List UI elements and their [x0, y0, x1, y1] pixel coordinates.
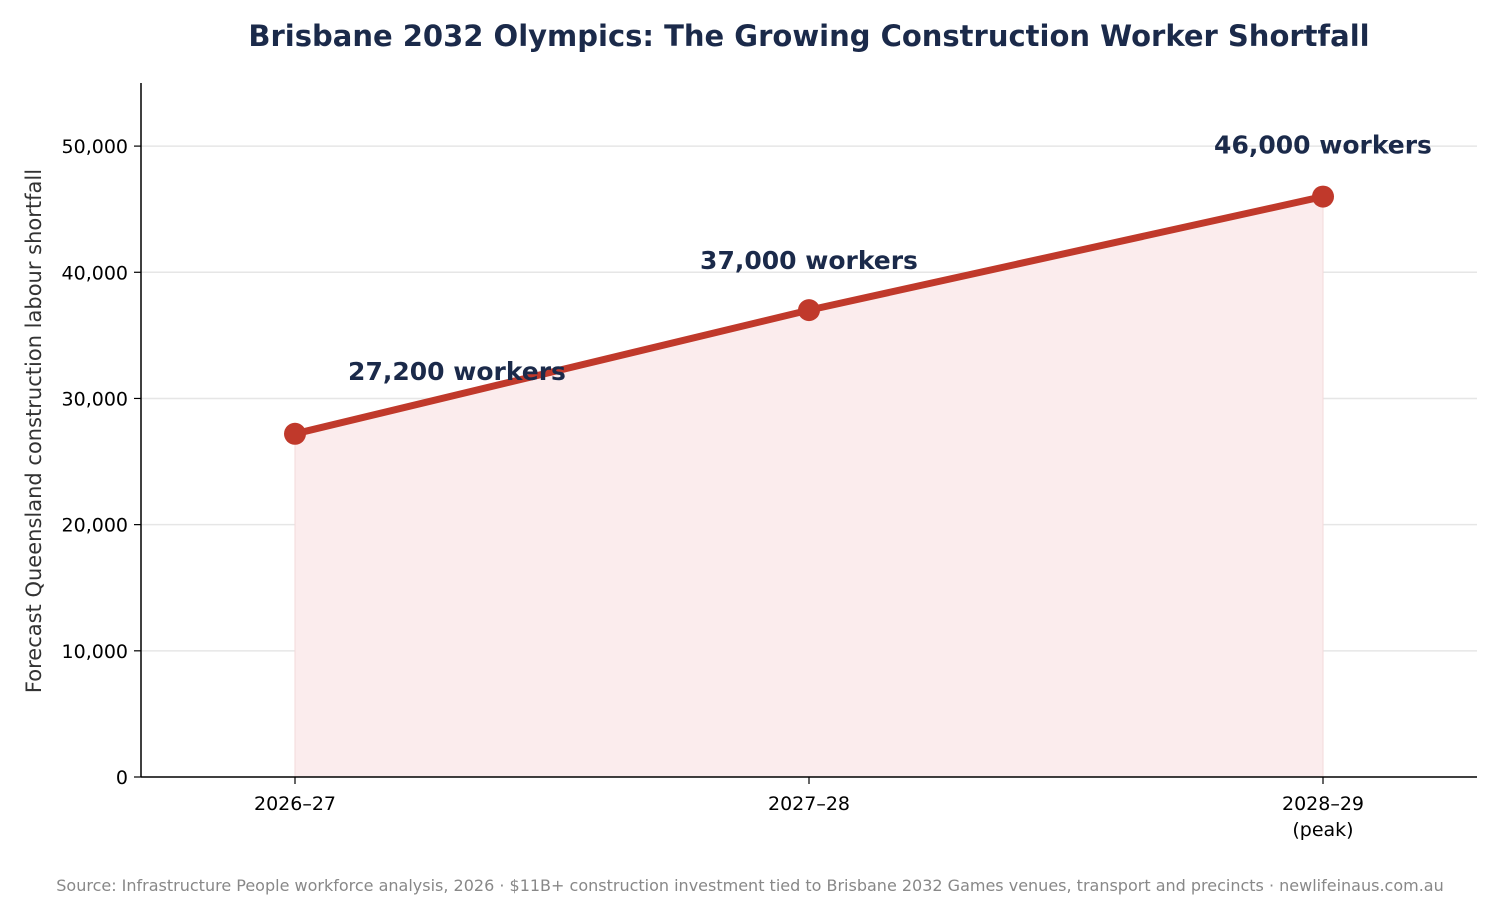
- data-label: 27,200 workers: [348, 357, 566, 386]
- chart-title: Brisbane 2032 Olympics: The Growing Cons…: [248, 19, 1369, 53]
- data-point: [798, 299, 820, 322]
- y-tick-label: 50,000: [62, 136, 128, 158]
- y-tick-label: 40,000: [62, 262, 128, 284]
- x-tick-label: 2028–29: [1282, 793, 1364, 815]
- x-ticks: 2026–27 2027–28 2028–29 (peak): [254, 777, 1364, 841]
- y-axis-label: Forecast Queensland construction labour …: [22, 169, 46, 693]
- source-note: Source: Infrastructure People workforce …: [56, 876, 1444, 895]
- data-point: [284, 422, 306, 445]
- y-tick-label: 30,000: [62, 388, 128, 410]
- data-label: 46,000 workers: [1214, 131, 1432, 160]
- y-tick-label: 10,000: [62, 641, 128, 663]
- data-points: [284, 185, 1334, 445]
- x-tick-sublabel: (peak): [1292, 819, 1353, 841]
- data-label: 37,000 workers: [700, 246, 918, 275]
- y-tick-label: 20,000: [62, 515, 128, 537]
- data-labels: 27,200 workers 37,000 workers 46,000 worke…: [348, 131, 1432, 386]
- x-tick-label: 2027–28: [768, 793, 850, 815]
- area-fill: [294, 195, 1324, 778]
- y-tick-label: 0: [116, 767, 128, 789]
- x-tick-label: 2026–27: [254, 793, 336, 815]
- data-point: [1312, 185, 1334, 208]
- y-ticks: 0 10,000 20,000 30,000 40,000 50,000: [62, 136, 141, 789]
